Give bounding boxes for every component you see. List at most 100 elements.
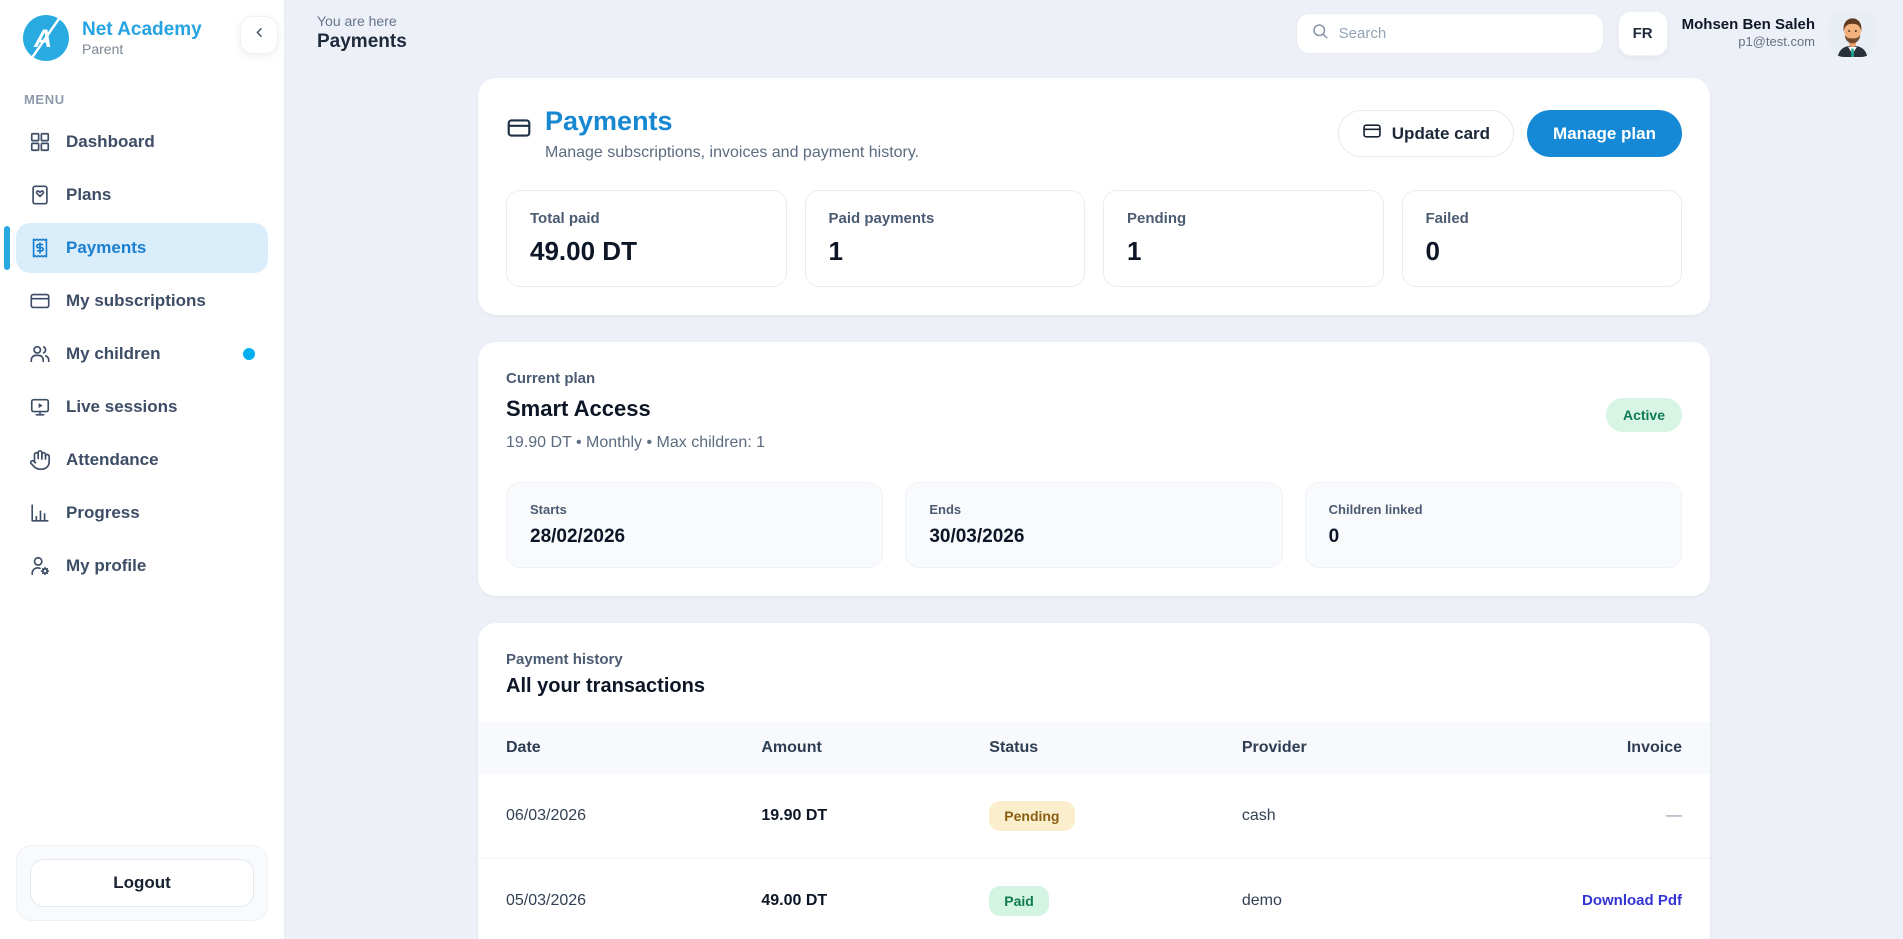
column-header-amount: Amount xyxy=(761,739,822,756)
sidebar-item-label: My profile xyxy=(66,556,147,575)
sidebar-item-live-sessions[interactable]: Live sessions xyxy=(16,382,268,432)
sidebar-item-label: Dashboard xyxy=(66,132,155,151)
attendance-icon xyxy=(29,449,51,471)
payment-status: Pending xyxy=(989,774,1242,859)
sidebar-item-my-subscriptions[interactable]: My subscriptions xyxy=(16,276,268,326)
payment-status: Paid xyxy=(989,858,1242,939)
update-card-button[interactable]: Update card xyxy=(1337,110,1515,157)
search-input[interactable] xyxy=(1338,24,1589,42)
sidebar-menu: Dashboard Plans Payments My subscriptions My… xyxy=(4,117,268,594)
brand: A Net Academy Parent xyxy=(16,14,268,62)
stat-label: Pending xyxy=(1127,210,1187,227)
user-name: Mohsen Ben Saleh xyxy=(1681,15,1815,33)
column-header-date: Date xyxy=(506,739,541,756)
language-button[interactable]: FR xyxy=(1617,10,1668,56)
plan-detail-value: 28/02/2026 xyxy=(530,526,626,547)
table-row: 05/03/2026 49.00 DT Paid demo Download Pdf xyxy=(478,858,1710,939)
sidebar-item-my-children[interactable]: My children xyxy=(16,329,268,379)
notification-dot xyxy=(243,348,255,360)
stat-card-pending: Pending 1 xyxy=(1103,190,1384,287)
stat-value: 0 xyxy=(1425,236,1440,266)
stat-value: 1 xyxy=(1127,236,1142,266)
sidebar-item-label: Live sessions xyxy=(66,397,178,416)
table-row: 06/03/2026 19.90 DT Pending cash — xyxy=(478,774,1710,859)
status-badge: Paid xyxy=(989,886,1049,916)
sidebar-item-payments[interactable]: Payments xyxy=(4,223,268,273)
payment-amount: 49.00 DT xyxy=(761,858,990,939)
sidebar-item-plans[interactable]: Plans xyxy=(16,170,268,220)
payment-provider: cash xyxy=(1241,807,1276,824)
search-icon xyxy=(1311,22,1329,45)
payment-stats: Total paid 49.00 DT Paid payments 1 Pending 1… xyxy=(506,190,1682,287)
plan-detail-starts: Starts 28/02/2026 xyxy=(506,482,884,568)
sidebar-item-progress[interactable]: Progress xyxy=(16,488,268,538)
credit-card-icon xyxy=(506,115,532,162)
payment-date: 05/03/2026 xyxy=(478,858,762,939)
sidebar-item-dashboard[interactable]: Dashboard xyxy=(16,117,268,167)
stat-value: 1 xyxy=(828,236,843,266)
plan-status-badge: Active xyxy=(1605,398,1682,432)
logout-container: Logout xyxy=(16,845,268,921)
logout-button[interactable]: Logout xyxy=(30,859,254,907)
sidebar-collapse-button[interactable] xyxy=(240,16,278,54)
payments-summary-card: Payments Manage subscriptions, invoices … xyxy=(478,78,1710,315)
sidebar: A Net Academy Parent MENU Dashboard Plans… xyxy=(0,0,285,939)
user-email: p1@test.com xyxy=(1738,34,1815,50)
plan-detail-label: Starts xyxy=(530,502,567,517)
content-scroll-area[interactable]: Payments Manage subscriptions, invoices … xyxy=(285,66,1903,939)
breadcrumb: You are here Payments xyxy=(317,13,407,53)
sidebar-item-label: Plans xyxy=(66,185,112,204)
current-plan-card: Current plan Smart Access 19.90 DT • Mon… xyxy=(478,342,1710,596)
page-title: Payments xyxy=(317,31,407,52)
payment-history-label: Payment history xyxy=(506,651,623,668)
payments-card-subtitle: Manage subscriptions, invoices and payme… xyxy=(545,144,920,161)
subscriptions-icon xyxy=(29,290,51,312)
status-badge: Pending xyxy=(989,801,1075,831)
stat-card-failed: Failed 0 xyxy=(1401,190,1682,287)
payment-invoice: Download Pdf xyxy=(1562,858,1710,939)
plan-detail-value: 30/03/2026 xyxy=(929,526,1025,547)
column-header-invoice: Invoice xyxy=(1626,739,1682,756)
brand-role: Parent xyxy=(82,40,124,57)
main-area: You are here Payments FR Mohsen Ben Sale… xyxy=(285,0,1903,939)
download-pdf-link[interactable]: Download Pdf xyxy=(1582,892,1682,909)
plan-detail-label: Ends xyxy=(929,502,962,517)
brand-name: Net Academy xyxy=(82,19,202,41)
progress-icon xyxy=(29,502,51,524)
plan-detail-ends: Ends 30/03/2026 xyxy=(905,482,1283,568)
sidebar-item-my-profile[interactable]: My profile xyxy=(16,541,268,591)
payment-history-title: All your transactions xyxy=(506,675,705,697)
no-invoice-dash: — xyxy=(1666,807,1682,824)
breadcrumb-label: You are here xyxy=(317,13,397,29)
dashboard-icon xyxy=(29,131,51,153)
svg-text:A: A xyxy=(33,25,52,53)
plan-details: Starts 28/02/2026 Ends 30/03/2026 Children l… xyxy=(506,482,1682,568)
payment-amount: 19.90 DT xyxy=(761,807,828,824)
payments-card-title: Payments xyxy=(545,106,673,136)
children-icon xyxy=(29,343,51,365)
table-header-row: Date Amount Status Provider Invoice xyxy=(478,722,1710,774)
user-info[interactable]: Mohsen Ben Saleh p1@test.com xyxy=(1682,15,1815,51)
sidebar-item-attendance[interactable]: Attendance xyxy=(16,435,268,485)
stat-card-paid-payments: Paid payments 1 xyxy=(804,190,1085,287)
menu-section-label: MENU xyxy=(24,92,65,107)
payment-invoice: — xyxy=(1562,774,1710,859)
column-header-provider: Provider xyxy=(1241,739,1307,756)
manage-plan-button[interactable]: Manage plan xyxy=(1527,110,1682,157)
transactions-table: Date Amount Status Provider Invoice 06/03/20… xyxy=(478,722,1710,939)
stat-label: Paid payments xyxy=(828,210,935,227)
sidebar-item-label: Progress xyxy=(66,503,140,522)
plans-icon xyxy=(29,184,51,206)
profile-icon xyxy=(29,555,51,577)
column-header-status: Status xyxy=(989,739,1039,756)
plan-detail-label: Children linked xyxy=(1328,502,1423,517)
live-sessions-icon xyxy=(29,396,51,418)
sidebar-item-label: My children xyxy=(66,344,161,363)
credit-card-icon xyxy=(1362,121,1382,146)
avatar[interactable] xyxy=(1829,9,1876,57)
search-box[interactable] xyxy=(1295,12,1604,54)
topbar: You are here Payments FR Mohsen Ben Sale… xyxy=(285,0,1903,66)
sidebar-item-label: Attendance xyxy=(66,450,159,469)
plan-name: Smart Access xyxy=(506,396,651,421)
chevron-left-icon xyxy=(252,25,267,45)
